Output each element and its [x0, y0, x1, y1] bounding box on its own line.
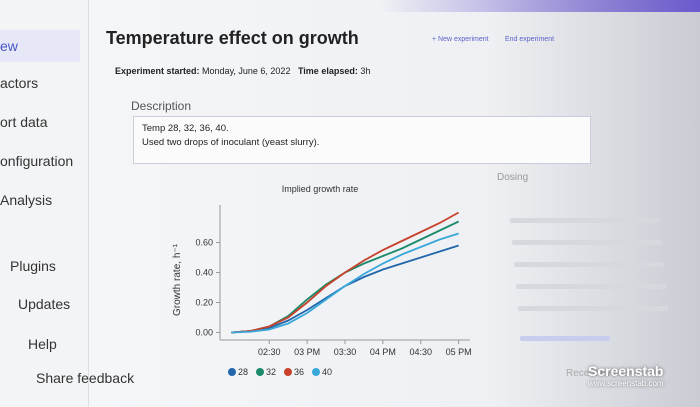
legend-swatch	[284, 368, 292, 376]
blurred-link	[520, 336, 610, 341]
nav-label: ew	[0, 38, 18, 54]
y-tick-label: 0.00	[195, 328, 213, 338]
legend-swatch	[256, 368, 264, 376]
watermark-url: www.screenstab.com	[588, 379, 664, 388]
y-axis-label: Growth rate, h⁻¹	[172, 243, 183, 316]
series-line	[231, 232, 459, 334]
series-line	[231, 244, 459, 334]
x-tick-label: 03 PM	[294, 347, 320, 357]
x-tick-label: 05 PM	[446, 347, 472, 357]
nav-item[interactable]: ort data	[0, 114, 48, 130]
y-tick-label: 0.60	[195, 238, 213, 248]
meta-label: Experiment started:	[115, 66, 200, 76]
panel-title: Dosing	[497, 172, 529, 183]
legend-label: 28	[238, 367, 248, 377]
nav-item[interactable]: Analysis	[0, 192, 53, 208]
blurred-row	[518, 306, 668, 311]
legend-swatch	[228, 368, 236, 376]
panel-footer: Recent events	[566, 368, 630, 379]
nav-item[interactable]: ew	[0, 30, 80, 62]
series-line	[231, 220, 460, 334]
action-button[interactable]: End experiment	[505, 36, 555, 43]
action-button[interactable]: + New experiment	[432, 36, 489, 43]
nav-item[interactable]: onfiguration	[0, 153, 74, 169]
description-box[interactable]: Temp 28, 32, 36, 40. Used two drops of i…	[133, 116, 591, 164]
x-tick-label: 02:30	[258, 347, 281, 357]
legend-label: 36	[294, 367, 304, 377]
meta: Experiment started: Monday, June 6, 2022…	[115, 66, 370, 76]
meta-value: 3h	[360, 66, 371, 76]
x-tick-label: 03:30	[334, 347, 357, 357]
description-label: Description	[131, 99, 192, 113]
nav-item[interactable]: Plugins	[10, 258, 56, 274]
watermark: Screenstab www.screenstab.com	[588, 363, 664, 388]
legend-swatch	[312, 368, 320, 376]
chart: Implied growth rate Growth rate, h⁻¹ 0.0…	[172, 184, 472, 377]
top-bar	[380, 0, 700, 12]
blurred-row	[510, 218, 660, 223]
y-tick-label: 0.20	[195, 298, 213, 308]
meta-label: Time elapsed:	[297, 66, 358, 76]
blurred-row	[516, 284, 666, 289]
blurred-row	[514, 262, 664, 267]
x-tick-label: 04 PM	[370, 347, 396, 357]
nav-item[interactable]: Help	[28, 336, 57, 352]
legend-label: 40	[322, 367, 332, 377]
series-line	[231, 211, 460, 334]
blurred-row	[512, 240, 662, 245]
nav-item[interactable]: Updates	[18, 296, 71, 312]
sidebar: ew actors ort data onfiguration Analysis…	[0, 0, 134, 407]
nav-item[interactable]: actors	[0, 75, 39, 91]
y-tick-label: 0.40	[195, 268, 213, 278]
x-tick-label: 04:30	[409, 347, 432, 357]
description-line: Temp 28, 32, 36, 40.	[142, 123, 229, 134]
watermark-name: Screenstab	[588, 363, 664, 379]
description-line: Used two drops of inoculant (yeast slurr…	[142, 137, 320, 148]
meta-value: Monday, June 6, 2022	[202, 66, 291, 76]
legend-label: 32	[266, 367, 276, 377]
chart-title: Implied growth rate	[282, 184, 359, 194]
nav-item[interactable]: Share feedback	[36, 370, 135, 386]
page-title: Temperature effect on growth	[106, 28, 359, 48]
